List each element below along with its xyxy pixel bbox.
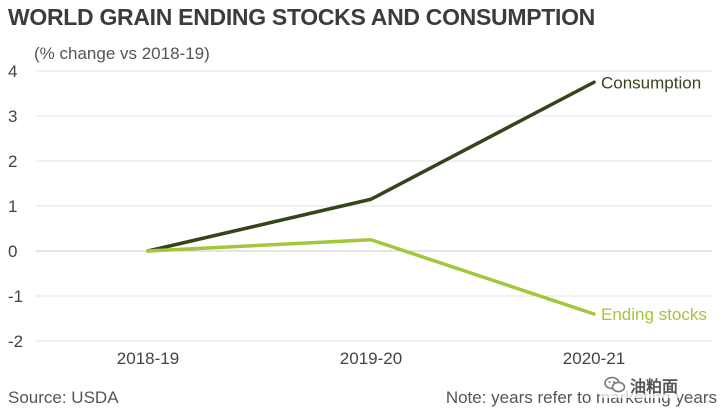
y-tick-label: 3 <box>8 107 17 126</box>
watermark: 油粕面 <box>600 372 683 398</box>
chart-title: WORLD GRAIN ENDING STOCKS AND CONSUMPTIO… <box>8 4 595 30</box>
series-line-1 <box>146 238 596 316</box>
y-tick-label: 1 <box>8 197 17 216</box>
source-note: Source: USDA <box>8 388 119 407</box>
series-label: Ending stocks <box>601 305 707 324</box>
x-tick-label: 2019-20 <box>340 349 402 368</box>
watermark-text: 油粕面 <box>630 377 679 396</box>
x-tick-label: 2018-19 <box>117 349 179 368</box>
y-tick-label: 4 <box>8 62 17 81</box>
y-tick-label: -1 <box>8 287 23 306</box>
wechat-icon <box>604 376 626 393</box>
y-tick-label: 0 <box>8 242 17 261</box>
series-label: Consumption <box>601 73 701 92</box>
x-tick-label: 2020-21 <box>563 349 625 368</box>
series-line-0 <box>146 80 596 253</box>
y-tick-label: 2 <box>8 152 17 171</box>
y-axis-label: (% change vs 2018-19) <box>34 44 210 63</box>
y-tick-label: -2 <box>8 332 23 351</box>
